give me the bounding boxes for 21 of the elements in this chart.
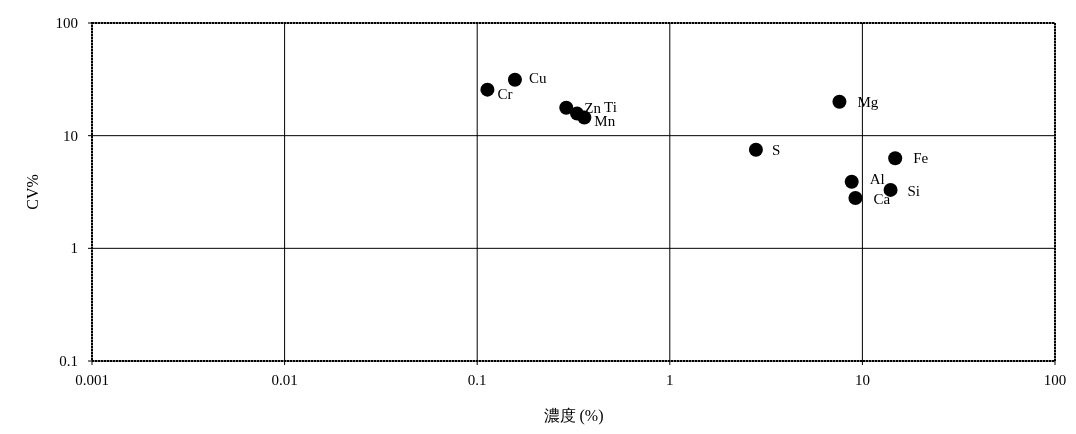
y-tick-label: 100 bbox=[55, 15, 78, 31]
y-axis-title: CV% bbox=[24, 174, 41, 210]
annotation: Fe bbox=[913, 150, 929, 167]
annotation: Si bbox=[907, 182, 921, 199]
annotation: S bbox=[771, 141, 781, 158]
annotation: Ca bbox=[873, 190, 891, 207]
x-axis-title: 濃度 (%) bbox=[543, 407, 604, 425]
x-tick-label: 100 bbox=[1043, 372, 1067, 388]
annotation: Al bbox=[869, 170, 885, 187]
y-tick-label: 1 bbox=[70, 240, 78, 257]
annotation: Ti bbox=[604, 98, 617, 115]
x-tick-label: 1 bbox=[666, 372, 674, 388]
annotation: Mn bbox=[594, 113, 616, 130]
x-tick-label: 0.01 bbox=[271, 372, 298, 388]
annotation: Cr bbox=[497, 85, 513, 102]
y-tick-label: 10 bbox=[63, 127, 78, 144]
x-tick-label: 0.001 bbox=[75, 372, 109, 388]
y-tick-label: 0.1 bbox=[59, 353, 78, 369]
x-tick-label: 0.1 bbox=[467, 372, 487, 388]
annotation: Cu bbox=[528, 69, 547, 86]
x-tick-label: 10 bbox=[854, 372, 870, 388]
